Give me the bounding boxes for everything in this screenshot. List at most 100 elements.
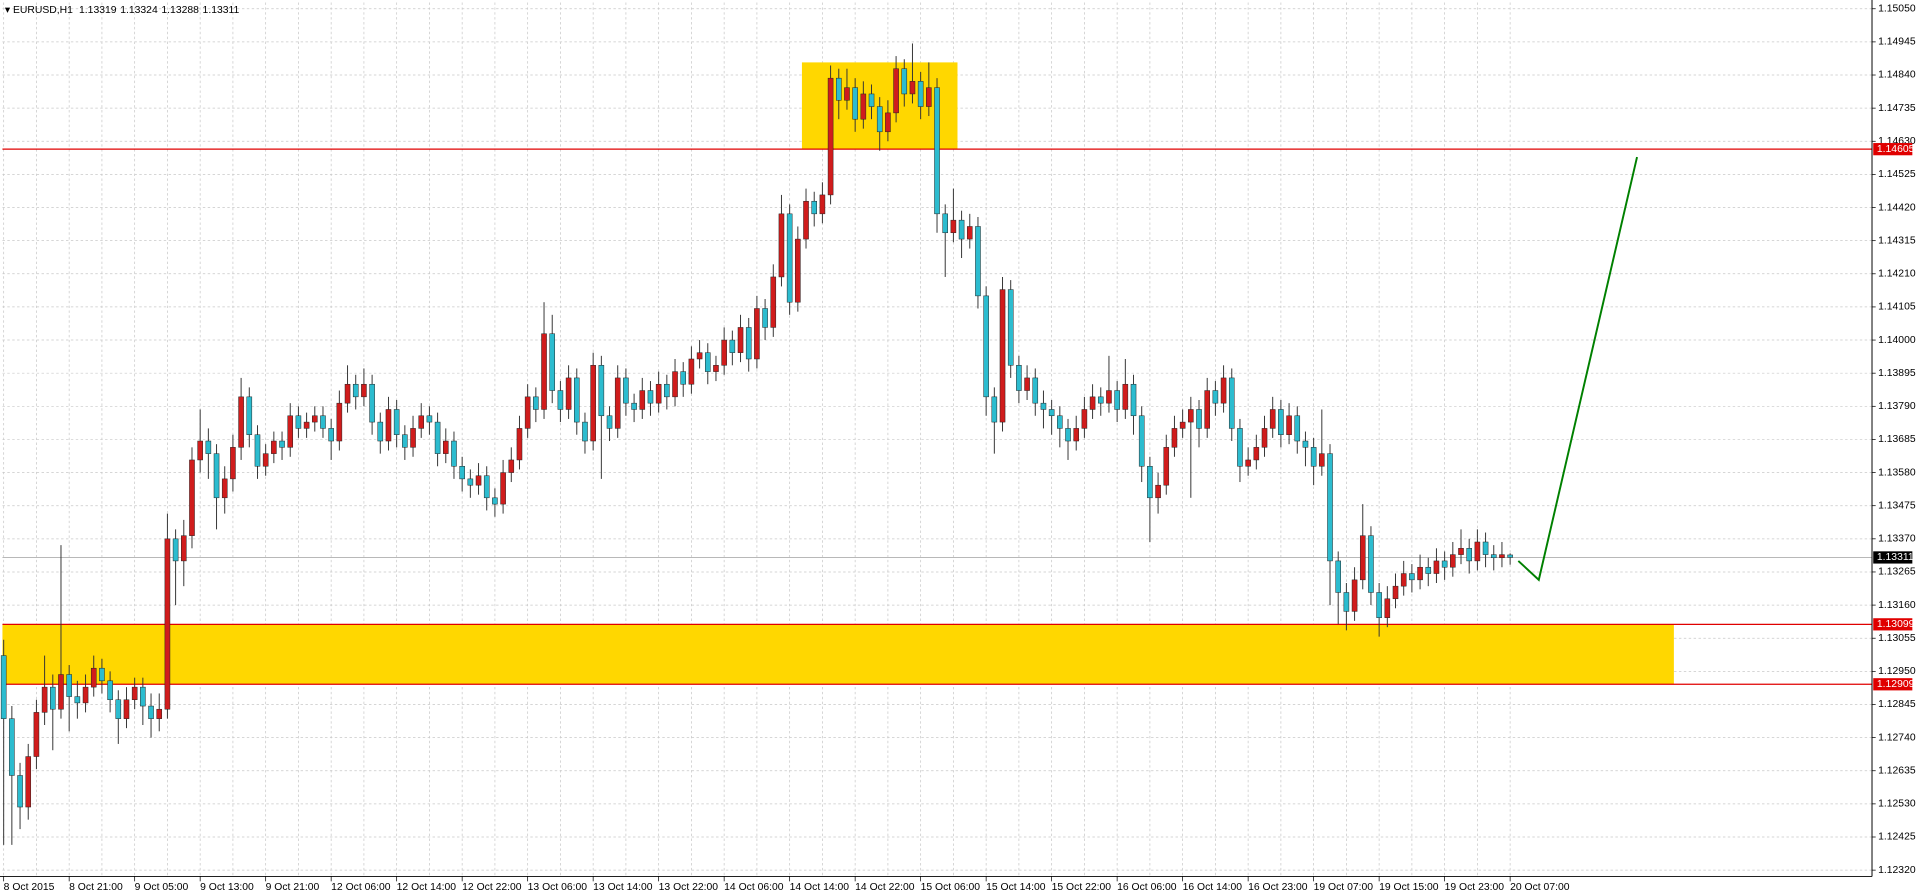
candle-body xyxy=(1032,377,1039,404)
x-tick-label: 13 Oct 14:00 xyxy=(593,882,653,893)
candle-body xyxy=(1089,396,1096,410)
candle-body xyxy=(1441,560,1448,568)
candle-body xyxy=(729,339,736,353)
candle-body xyxy=(377,421,384,442)
candle-body xyxy=(582,421,588,442)
header-close: 1.13311 xyxy=(203,5,240,16)
x-tick-label: 15 Oct 14:00 xyxy=(986,882,1046,893)
candle-body xyxy=(696,352,703,360)
header-low: 1.13288 xyxy=(161,5,199,16)
candle-body xyxy=(844,87,850,101)
header-open: 1.13319 xyxy=(79,5,117,16)
candle-body xyxy=(1179,421,1186,429)
candle-body xyxy=(860,93,867,120)
candle-body xyxy=(385,409,392,442)
candle-body xyxy=(852,87,858,120)
x-tick-label: 9 Oct 05:00 xyxy=(135,882,189,893)
candle-body xyxy=(1130,383,1137,417)
price-tag-label: 1.14605 xyxy=(1877,144,1915,155)
candle-body xyxy=(238,396,244,448)
candle-body xyxy=(402,434,408,448)
candle-body xyxy=(1081,409,1088,429)
candle-body xyxy=(1278,409,1284,435)
candle-body xyxy=(1114,390,1120,410)
x-tick-label: 9 Oct 13:00 xyxy=(200,882,254,893)
candle-body xyxy=(140,686,146,707)
candle-body xyxy=(410,428,416,448)
candle-body xyxy=(1319,453,1325,467)
candle-body xyxy=(369,383,375,423)
candle-body xyxy=(557,390,564,410)
candle-body xyxy=(393,409,400,435)
x-tick-label: 8 Oct 2015 xyxy=(4,882,55,893)
candle-body xyxy=(279,440,285,448)
x-tick-label: 12 Oct 22:00 xyxy=(462,882,522,893)
candle-body xyxy=(704,352,711,372)
x-tick-label: 14 Oct 14:00 xyxy=(790,882,850,893)
x-tick-label: 19 Oct 23:00 xyxy=(1445,882,1505,893)
x-tick-label: 19 Oct 07:00 xyxy=(1314,882,1374,893)
candle-body xyxy=(631,402,637,410)
candle-body xyxy=(516,428,523,461)
candle-body xyxy=(1507,554,1513,558)
candle-body xyxy=(1474,541,1481,562)
candle-body xyxy=(1376,592,1382,618)
price-tag xyxy=(1873,551,1913,564)
candle-body xyxy=(966,226,973,240)
y-tick-label: 1.13685 xyxy=(1878,434,1916,445)
candle-body xyxy=(312,415,318,423)
candle-body xyxy=(1016,365,1022,391)
candle-body xyxy=(1433,560,1440,574)
candle-body xyxy=(721,339,727,366)
x-tick-label: 20 Oct 07:00 xyxy=(1510,882,1570,893)
header: ▾ EURUSD,H1 1.13319 1.13324 1.13288 1.13311 xyxy=(5,5,240,16)
candle-body xyxy=(443,440,449,454)
x-tick-label: 19 Oct 15:00 xyxy=(1379,882,1439,893)
x-tick-label: 16 Oct 06:00 xyxy=(1117,882,1177,893)
header-high: 1.13324 xyxy=(120,5,158,16)
y-tick-label: 1.12845 xyxy=(1878,699,1916,710)
candle-body xyxy=(876,106,883,133)
candle-body xyxy=(66,674,72,697)
candle-body xyxy=(336,402,343,442)
candle-body xyxy=(1286,415,1292,435)
candle-body xyxy=(295,415,302,429)
candle-body xyxy=(303,421,310,429)
candle-body xyxy=(934,87,940,215)
candle-body xyxy=(991,396,998,423)
candle-body xyxy=(352,383,359,398)
y-tick-label: 1.12635 xyxy=(1878,765,1916,776)
y-tick-label: 1.13580 xyxy=(1878,467,1916,478)
candle-body xyxy=(181,535,187,562)
candle-body xyxy=(1122,383,1129,410)
candle-body xyxy=(533,396,539,410)
candle-body xyxy=(115,699,122,719)
price-tag-label: 1.13099 xyxy=(1877,619,1915,630)
candle-body xyxy=(1261,428,1268,448)
price-tag xyxy=(1873,678,1913,691)
x-tick-label: 15 Oct 06:00 xyxy=(921,882,981,893)
candle-body xyxy=(123,699,130,719)
candle-body xyxy=(500,472,506,505)
y-tick-label: 1.13160 xyxy=(1878,600,1916,611)
price-tag xyxy=(1873,143,1913,156)
price-tag-label: 1.12909 xyxy=(1877,679,1915,690)
forecast-line xyxy=(1517,156,1638,582)
candle-body xyxy=(614,377,621,429)
candle-body xyxy=(82,686,89,704)
candle-body xyxy=(754,308,760,360)
y-tick-label: 1.14525 xyxy=(1878,169,1916,180)
candle-body xyxy=(1163,447,1170,486)
y-tick-label: 1.15050 xyxy=(1878,3,1916,14)
candle-body xyxy=(672,371,678,398)
candle-body xyxy=(1057,415,1063,429)
candle-body xyxy=(901,68,908,95)
y-tick-label: 1.12950 xyxy=(1878,666,1916,677)
y-tick-label: 1.12530 xyxy=(1878,799,1916,810)
y-tick-label: 1.13475 xyxy=(1878,500,1916,511)
candle-body xyxy=(254,434,261,467)
candle-body xyxy=(1097,396,1104,404)
candle-body xyxy=(688,358,695,385)
candle-body xyxy=(1310,447,1317,467)
